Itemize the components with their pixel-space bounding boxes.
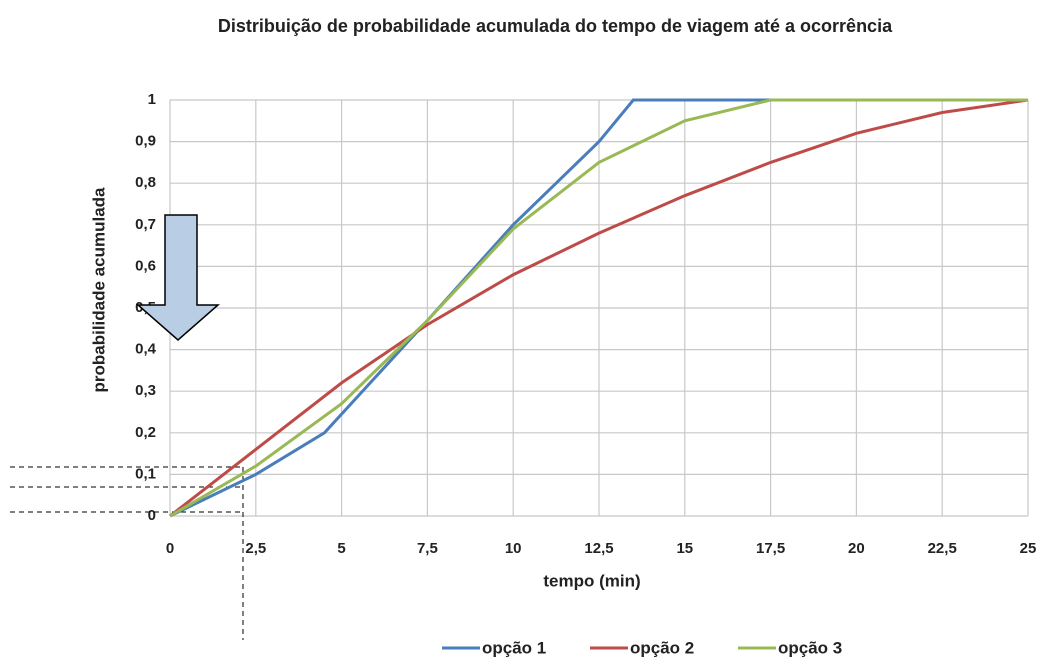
x-tick-label: 15	[676, 540, 693, 557]
y-tick-label: 0,2	[135, 424, 156, 441]
legend-label: opção 3	[778, 638, 842, 657]
y-tick-label: 0,9	[135, 133, 156, 150]
x-tick-label: 20	[848, 540, 865, 557]
legend-label: opção 2	[630, 638, 694, 657]
y-axis-label: probabilidade acumulada	[89, 187, 108, 393]
legend-label: opção 1	[482, 638, 546, 657]
y-tick-label: 0	[148, 507, 156, 524]
y-tick-label: 0,7	[135, 216, 156, 233]
y-tick-label: 1	[148, 91, 156, 108]
series-line	[169, 98, 1028, 518]
y-tick-label: 0,4	[135, 341, 157, 358]
x-tick-label: 7,5	[417, 540, 438, 557]
annotation	[10, 214, 244, 640]
x-tick-label: 2,5	[245, 540, 266, 557]
y-tick-label: 0,8	[135, 174, 156, 191]
arrow	[136, 214, 220, 341]
x-tick-label: 22,5	[928, 540, 957, 557]
x-tick-label: 10	[505, 540, 522, 557]
x-tick-label: 17,5	[756, 540, 785, 557]
y-tick-label: 0,6	[135, 257, 156, 274]
x-axis-label: tempo (min)	[543, 571, 640, 590]
y-tick-label: 0,3	[135, 382, 156, 399]
x-tick-label: 25	[1020, 540, 1037, 557]
series-line	[169, 98, 1029, 518]
y-tick-label: 0,1	[135, 465, 156, 482]
x-tick-label: 0	[166, 540, 174, 557]
chart-title: Distribuição de probabilidade acumulada …	[217, 16, 893, 36]
x-tick-label: 5	[337, 540, 345, 557]
x-tick-label: 12,5	[584, 540, 613, 557]
